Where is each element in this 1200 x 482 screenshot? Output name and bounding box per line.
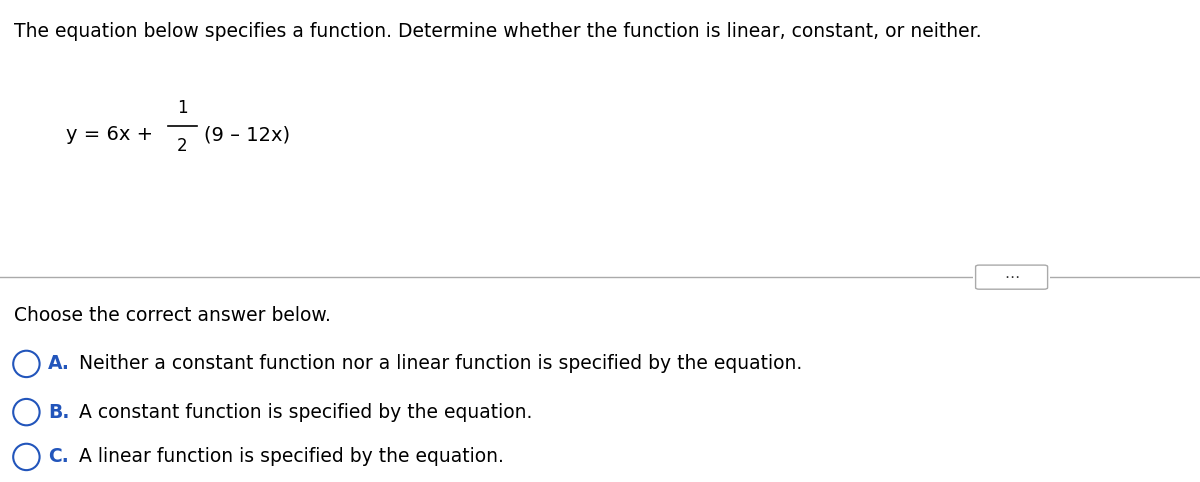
FancyBboxPatch shape xyxy=(976,265,1048,289)
Text: A linear function is specified by the equation.: A linear function is specified by the eq… xyxy=(79,447,504,467)
Text: B.: B. xyxy=(48,402,70,422)
Text: Neither a constant function nor a linear function is specified by the equation.: Neither a constant function nor a linear… xyxy=(79,354,803,374)
FancyBboxPatch shape xyxy=(973,262,1050,293)
Text: 2: 2 xyxy=(178,136,187,155)
Text: A constant function is specified by the equation.: A constant function is specified by the … xyxy=(79,402,533,422)
Text: (9 – 12x): (9 – 12x) xyxy=(204,125,290,145)
Text: The equation below specifies a function. Determine whether the function is linea: The equation below specifies a function.… xyxy=(14,22,982,40)
Text: y = 6x +: y = 6x + xyxy=(66,125,160,145)
Text: Choose the correct answer below.: Choose the correct answer below. xyxy=(14,306,331,325)
Text: C.: C. xyxy=(48,447,68,467)
Text: ⋯: ⋯ xyxy=(1004,269,1019,285)
Text: A.: A. xyxy=(48,354,70,374)
Text: 1: 1 xyxy=(178,99,187,118)
